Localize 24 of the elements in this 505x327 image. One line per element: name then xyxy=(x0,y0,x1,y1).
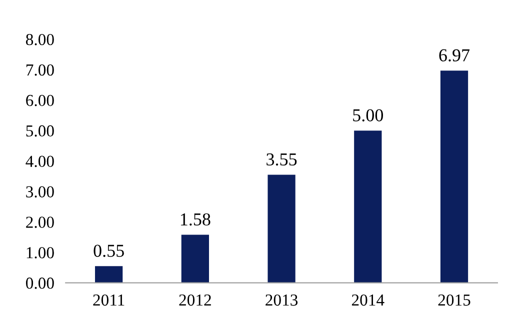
x-tick-label: 2013 xyxy=(266,294,298,306)
data-label: 1.58 xyxy=(180,213,210,226)
bar xyxy=(95,266,123,283)
data-label: 3.55 xyxy=(266,153,297,166)
data-label: 6.97 xyxy=(439,49,470,62)
bar xyxy=(354,130,382,283)
y-tick-label: 0.00 xyxy=(26,278,54,289)
bar xyxy=(440,70,468,283)
y-tick-label: 6.00 xyxy=(26,94,54,106)
x-tick-label: 2015 xyxy=(438,294,470,306)
y-tick-label: 4.00 xyxy=(26,156,54,168)
x-tick-label: 2014 xyxy=(352,294,384,306)
data-label: 5.00 xyxy=(353,109,384,122)
x-tick-label: 2011 xyxy=(93,294,124,306)
bar xyxy=(181,234,209,283)
data-label: 0.55 xyxy=(94,244,124,257)
x-tick-label: 2012 xyxy=(179,294,211,306)
y-tick-label: 7.00 xyxy=(26,64,54,76)
y-tick-label: 8.00 xyxy=(26,34,54,46)
y-tick-label: 5.00 xyxy=(26,125,54,137)
y-tick-label: 1.00 xyxy=(26,247,54,258)
y-tick-label: 2.00 xyxy=(26,216,54,228)
y-tick-label: 3.00 xyxy=(26,186,54,198)
bar xyxy=(268,174,296,283)
